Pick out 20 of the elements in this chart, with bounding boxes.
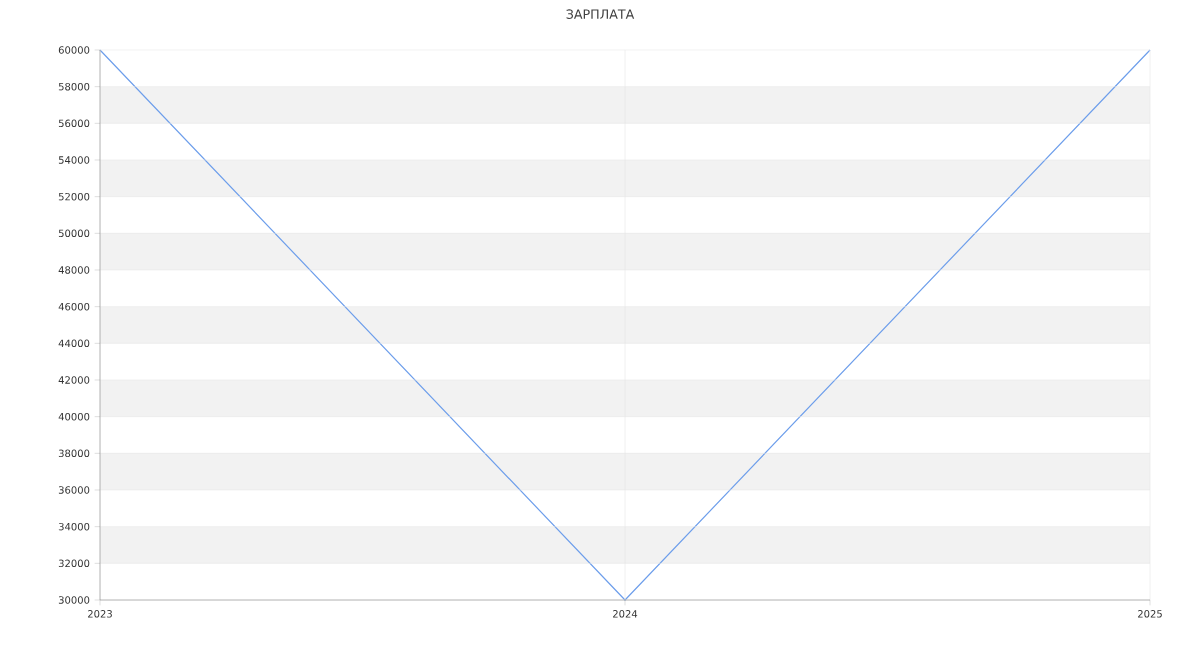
y-tick-label: 42000 — [58, 376, 90, 384]
y-tick-label: 46000 — [58, 302, 90, 311]
y-tick-label: 54000 — [58, 156, 90, 164]
y-tick-label: 52000 — [58, 192, 90, 201]
y-tick-label: 58000 — [58, 82, 90, 91]
x-tick-label: 2025 — [1138, 610, 1162, 618]
y-tick-label: 48000 — [58, 266, 90, 274]
y-tick-label: 36000 — [58, 486, 90, 494]
chart-title: ЗАРПЛАТА — [566, 9, 635, 19]
y-tick-label: 34000 — [58, 522, 90, 531]
y-tick-label: 56000 — [58, 119, 90, 128]
x-tick-label: 2024 — [613, 610, 638, 618]
y-tick-label: 44000 — [58, 339, 90, 348]
y-tick-label: 50000 — [58, 229, 90, 238]
y-tick-label: 32000 — [58, 559, 90, 568]
x-tick-label: 2023 — [88, 610, 112, 618]
y-tick-label: 60000 — [58, 46, 90, 54]
y-tick-label: 30000 — [58, 596, 90, 604]
y-tick-label: 40000 — [58, 412, 90, 421]
y-tick-label: 38000 — [58, 449, 90, 458]
